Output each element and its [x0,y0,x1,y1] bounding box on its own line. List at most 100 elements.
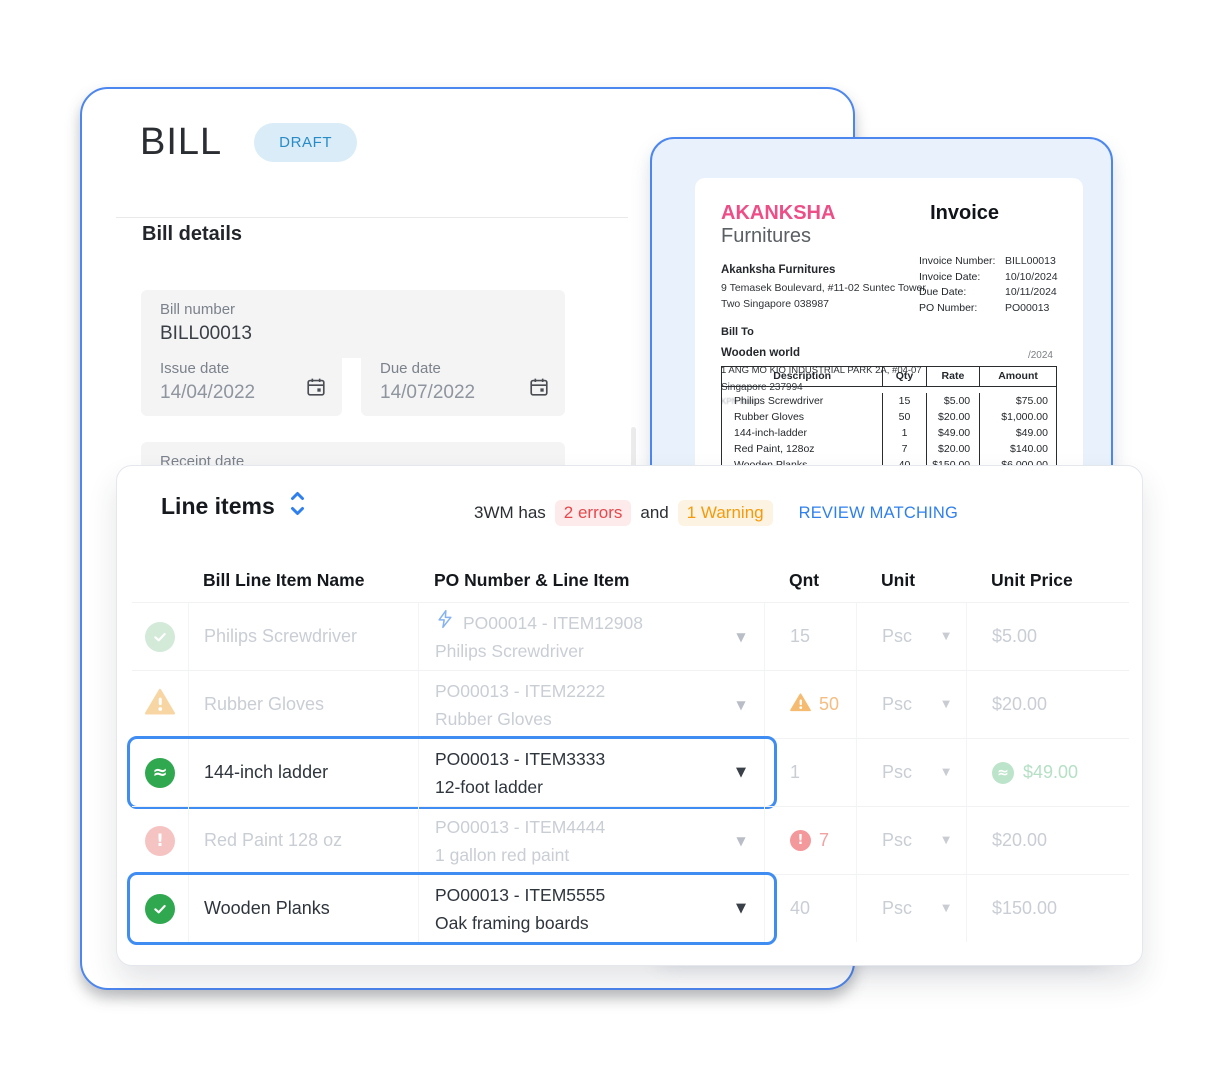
obscured-text: KPN Num... [721,396,764,406]
qnt-value: 1 [790,762,801,782]
status-badge: DRAFT [254,123,358,162]
approx-match-icon: ≈ [992,761,1014,784]
unit-cell[interactable]: Psc ▼ [856,807,966,874]
issue-date-field[interactable]: Issue date 14/04/2022 [141,349,342,416]
chevron-down-icon[interactable]: ▼ [736,901,746,916]
unit-price-value: $5.00 [992,626,1038,646]
line-items-title: Line items [161,490,305,523]
unit-price-cell: $5.00 [966,603,1129,670]
error-circle-icon: ! [790,830,811,851]
unit-price-cell: $150.00 [966,875,1129,942]
qnt-cell[interactable]: 40 [764,875,856,942]
calendar-icon[interactable] [305,376,327,403]
table-row: ! Red Paint 128 oz PO00013 - ITEM4444 1 … [132,806,1129,874]
cell-description: Red Paint, 128oz [734,443,815,455]
chevron-down-icon[interactable]: ▼ [736,629,746,644]
unit-value: Psc [882,898,913,918]
chevron-down-icon: ▼ [942,835,950,846]
meta-value: BILL00013 [1005,255,1056,267]
unit-value: Psc [882,694,913,714]
col-header-unit-price: Unit Price [991,569,1073,590]
invoice-meta-row: Invoice Number: BILL00013 [919,254,1058,270]
warning-triangle-icon [790,692,811,717]
vendor-logo-rest: Furnitures [721,225,812,247]
buyer-name: Wooden world [721,346,801,359]
qnt-value: 15 [790,626,811,646]
buyer-address-line2: Singapore 237994 [721,381,803,393]
po-line-item-cell[interactable]: PO00014 - ITEM12908 Philips Screwdriver [418,603,718,670]
chevron-down-icon[interactable]: ▼ [736,833,746,848]
po-item-name: 1 gallon red paint [435,844,570,865]
cell-qty: 15 [882,393,925,409]
summary-prefix: 3WM has [474,503,546,522]
matching-summary: 3WM has 2 errors and 1 Warning REVIEW MA… [474,500,958,526]
lightning-icon [435,609,455,637]
sort-icon[interactable] [290,490,305,523]
po-number: PO00013 - ITEM4444 [435,816,606,837]
approx-match-icon: ≈ [145,757,175,788]
qnt-value: 40 [790,898,811,918]
issue-date-value: 14/04/2022 [160,382,256,403]
obscured-year-text: /2024 [1027,350,1053,361]
warning-badge: 1 Warning [677,500,773,526]
meta-value: PO00013 [1005,301,1050,314]
cell-rate: $5.00 [925,393,979,409]
due-date-field[interactable]: Due date 14/07/2022 [361,349,565,416]
invoice-table-header: Description Qty Rate Amount [722,367,1056,387]
bill-line-item-name: 144-inch ladder [188,739,418,806]
cell-qty: 7 [882,441,925,457]
bill-line-item-name: Rubber Gloves [188,671,418,738]
unit-price-cell: $20.00 [966,807,1129,874]
row-status [132,893,188,924]
meta-value: 10/10/2024 [1005,270,1058,283]
cell-rate: $20.00 [925,409,979,425]
line-items-table-body: Philips Screwdriver PO00014 - ITEM12908 … [127,602,1129,945]
meta-value: 10/11/2024 [1005,286,1057,298]
calendar-icon[interactable] [528,376,550,403]
chevron-down-icon: ▼ [942,767,950,778]
meta-label: Invoice Number: [919,255,996,267]
table-row: Philips Screwdriver 15 $5.00 $75.00 [722,393,1056,409]
unit-cell[interactable]: Psc ▼ [856,671,966,738]
col-header-qnt: Qnt [789,569,820,590]
col-header-description: Description [773,370,832,382]
bill-number-value: BILL00013 [160,323,252,344]
cell-amount: $49.00 [979,425,1056,441]
unit-price-value: $20.00 [992,694,1048,714]
po-line-item-cell[interactable]: PO00013 - ITEM4444 1 gallon red paint [418,807,718,874]
unit-cell[interactable]: Psc ▼ [856,739,966,806]
unit-cell[interactable]: Psc ▼ [856,603,966,670]
po-number: PO00013 - ITEM3333 [435,748,606,769]
qnt-cell[interactable]: 1 [764,739,856,806]
cell-amount: $140.00 [979,441,1056,457]
bill-line-item-name: Wooden Planks [188,875,418,942]
due-date-label: Due date [380,360,441,377]
bill-number-label: Bill number [160,301,236,318]
po-line-item-cell[interactable]: PO00013 - ITEM3333 12-foot ladder [418,739,718,806]
summary-conjunction: and [640,503,669,522]
bill-number-field[interactable]: Bill number BILL00013 [141,290,565,358]
page-title: BILL [140,121,223,163]
chevron-down-icon[interactable]: ▼ [736,697,746,712]
col-header-rate: Rate [925,367,979,386]
seller-address: 9 Temasek Boulevard, #11-02 Suntec Tower… [721,282,926,311]
col-header-po-number: PO Number & Line Item [434,569,630,590]
po-line-item-cell[interactable]: PO00013 - ITEM2222 Rubber Gloves [418,671,718,738]
po-line-item-cell[interactable]: PO00013 - ITEM5555 Oak framing boards [418,875,718,942]
bill-header: BILL DRAFT [140,121,358,164]
qnt-cell[interactable]: ! 7 [764,807,856,874]
qnt-cell[interactable]: 50 [764,671,856,738]
invoice-meta-row: PO Number: PO00013 [919,301,1058,317]
invoice-meta-row: Invoice Date: 10/10/2024 [919,270,1058,286]
qnt-cell[interactable]: 15 [764,603,856,670]
unit-cell[interactable]: Psc ▼ [856,875,966,942]
invoice-table: Description Qty Rate Amount Philips Scre… [721,366,1057,478]
chevron-down-icon[interactable]: ▼ [736,765,746,780]
due-date-value: 14/07/2022 [380,382,476,403]
line-items-title-text: Line items [161,493,275,519]
bill-line-item-name: Philips Screwdriver [188,603,418,670]
review-matching-link[interactable]: REVIEW MATCHING [798,503,959,522]
seller-name: Akanksha Furnitures [721,264,836,276]
col-header-bill-line-item-name: Bill Line Item Name [203,569,365,590]
table-row: Rubber Gloves 50 $20.00 $1,000.00 [722,409,1056,425]
